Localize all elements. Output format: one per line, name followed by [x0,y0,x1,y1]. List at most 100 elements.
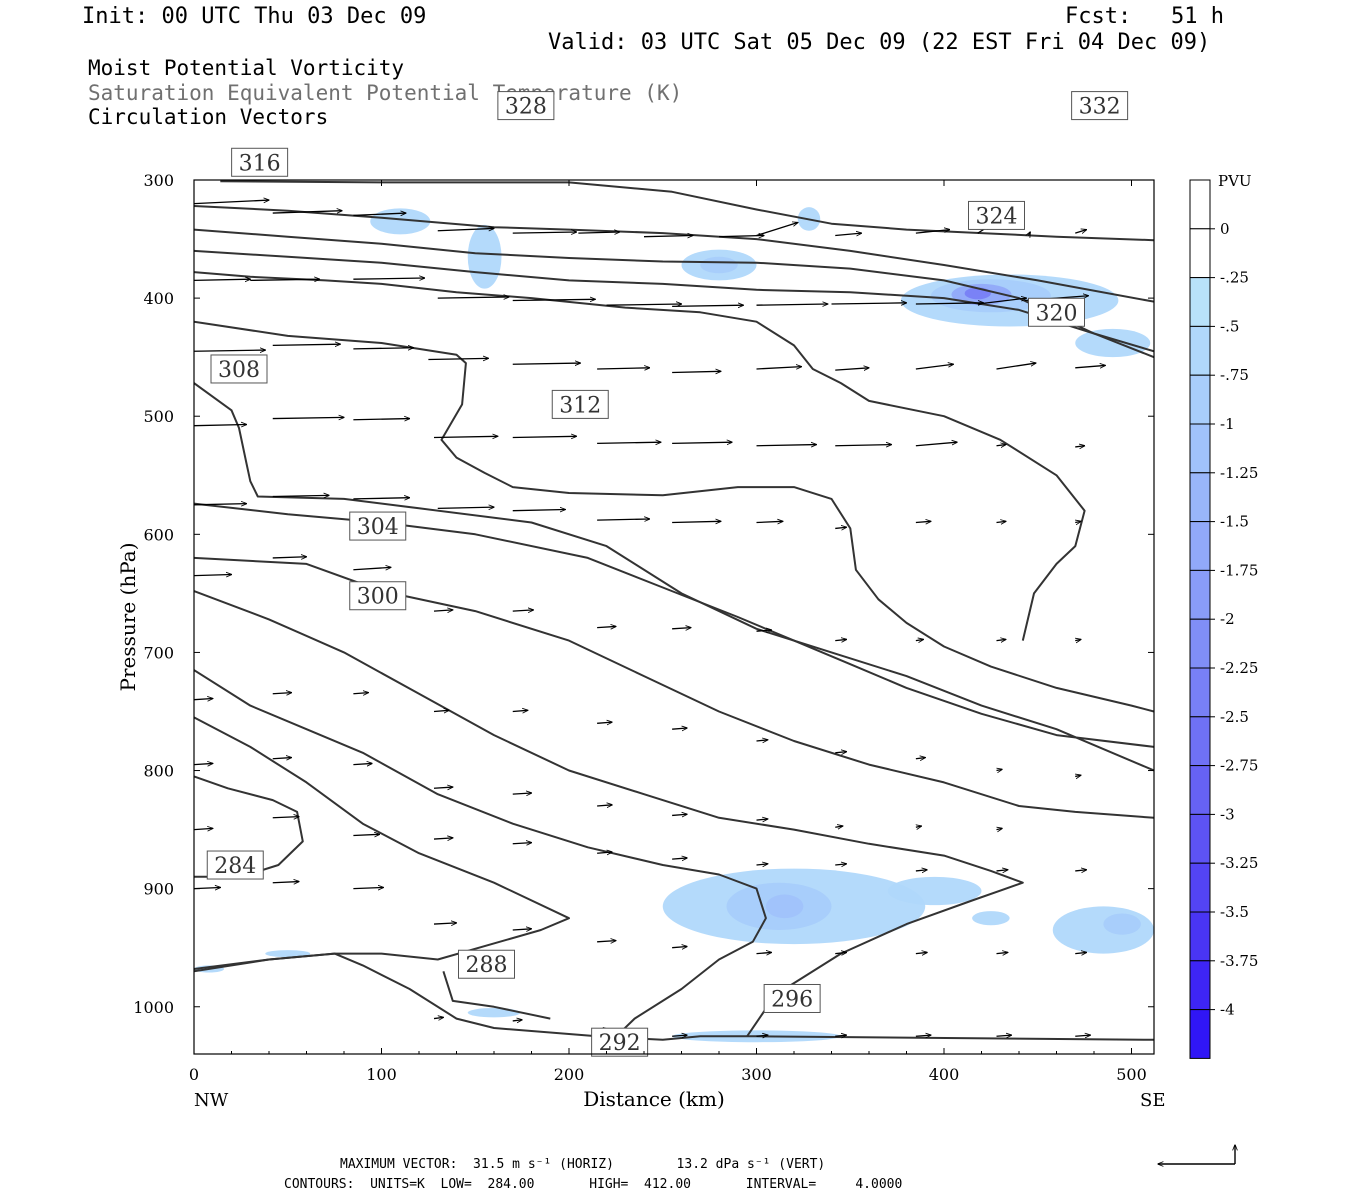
colorbar-box-13 [1189,813,1211,864]
max-vector-note: MAXIMUM VECTOR: 31.5 m s⁻¹ (HORIZ) 13.2 … [340,1157,826,1172]
contour-312-9 [194,320,1154,713]
vector-8 [718,236,764,237]
x-tick-label-300: 300 [741,1065,772,1084]
vector-125 [672,1035,687,1036]
vector-73 [996,639,1006,640]
title-vectors: Circulation Vectors [88,105,329,129]
contour-296-5 [194,590,1024,1037]
contour-label-box-7 [349,511,407,541]
vector-40 [272,417,344,418]
contour-label-layer: 284 288 292 296 300 304 308 312 316 320 324 328 332 [206,91,1129,1057]
circulation-vector-layer [194,200,1105,1036]
vector-75 [194,698,213,699]
contour-label-box-8 [210,354,268,384]
vector-113 [433,923,457,924]
vector-35 [835,368,869,370]
vector-112 [353,887,383,888]
y-tick-label-800: 800 [143,762,174,781]
colorbar-box-15 [1189,911,1211,962]
vector-0 [194,200,269,205]
contour-288-1 [194,716,570,973]
vector-111 [272,882,299,883]
contour-label-box-0 [206,850,264,880]
colorbar-unit: PVU [1218,172,1252,190]
vector-32 [597,368,650,369]
vector-49 [996,445,1006,446]
vector-79 [512,710,528,711]
x-end-left: NW [194,1090,229,1111]
colorbar-label-10: -2.5 [1220,708,1249,726]
vector-101 [433,838,453,839]
vector-95 [835,826,843,827]
vector-14 [1075,230,1086,234]
contour-label-box-14 [1071,91,1129,121]
y-axis-label: Pressure (hPa) [116,543,140,692]
vector-48 [915,442,957,447]
contour-label-292: 292 [599,1031,641,1056]
vector-107 [915,870,927,871]
y-tick-label-700: 700 [143,643,174,662]
y-tick-label-300: 300 [143,171,174,190]
vector-69 [672,628,691,629]
title-theta-es: Saturation Equivalent Potential Temperat… [88,81,683,105]
vector-94 [756,819,768,820]
vector-1 [272,211,342,214]
colorbar-box-17 [1189,1009,1211,1059]
colorbar-box-4 [1189,374,1211,425]
colorbar-label-12: -3 [1220,805,1235,823]
colorbar-box-11 [1189,716,1211,767]
vector-56 [597,519,650,520]
vector-13 [1028,232,1030,236]
vector-120 [996,952,1008,953]
vector-92 [597,805,612,806]
contour-note: CONTOURS: UNITS=K LOW= 284.00 HIGH= 412.… [284,1177,903,1192]
vector-23 [831,303,907,304]
contour-292-3 [194,952,1154,1041]
contour-304-7 [194,502,1154,748]
x-tick-label-500: 500 [1116,1065,1147,1084]
vector-98 [194,828,213,829]
y-tick-label-900: 900 [143,880,174,899]
vector-121 [1075,952,1086,953]
vector-76 [272,693,292,694]
contour-328-13 [194,205,1154,303]
pv-shade-region-14 [1052,906,1154,954]
vector-59 [835,527,846,528]
contour-label-320: 320 [1036,301,1078,326]
vector-6 [578,232,619,233]
vector-2 [353,213,406,215]
vector-81 [672,728,687,729]
vector-27 [194,350,265,351]
vector-89 [353,763,372,764]
vector-97 [997,828,1003,829]
colorbar-label-6: -1.5 [1220,513,1249,531]
vector-61 [996,521,1006,522]
vector-31 [512,363,581,364]
pv-shade-region-11 [887,876,982,906]
vector-34 [756,367,802,369]
contour-label-box-13 [497,91,555,121]
vector-63 [194,574,232,575]
contour-label-box-10 [231,147,289,177]
contour-label-300: 300 [357,585,399,610]
vector-36 [915,364,954,370]
colorbar-box-9 [1189,618,1211,669]
colorbar-box-16 [1189,960,1211,1011]
vector-50 [1075,446,1084,447]
vector-109 [1075,870,1086,871]
plot-frame [193,179,1155,1055]
colorbar-label-9: -2.25 [1220,659,1258,677]
init-label: Init: 00 UTC Thu 03 Dec 09 [82,4,427,29]
contour-label-304: 304 [357,515,399,540]
vector-17 [353,278,424,279]
vector-29 [353,348,413,349]
vector-20 [606,304,682,305]
vector-24 [915,303,984,304]
x-axis-label: Distance (km) [583,1087,725,1111]
colorbar-box-14 [1189,862,1211,913]
vector-22 [756,304,828,305]
colorbar-label-8: -2 [1220,610,1235,628]
pv-shade-region-13 [765,894,804,919]
colorbar-label-2: -.5 [1220,317,1239,335]
